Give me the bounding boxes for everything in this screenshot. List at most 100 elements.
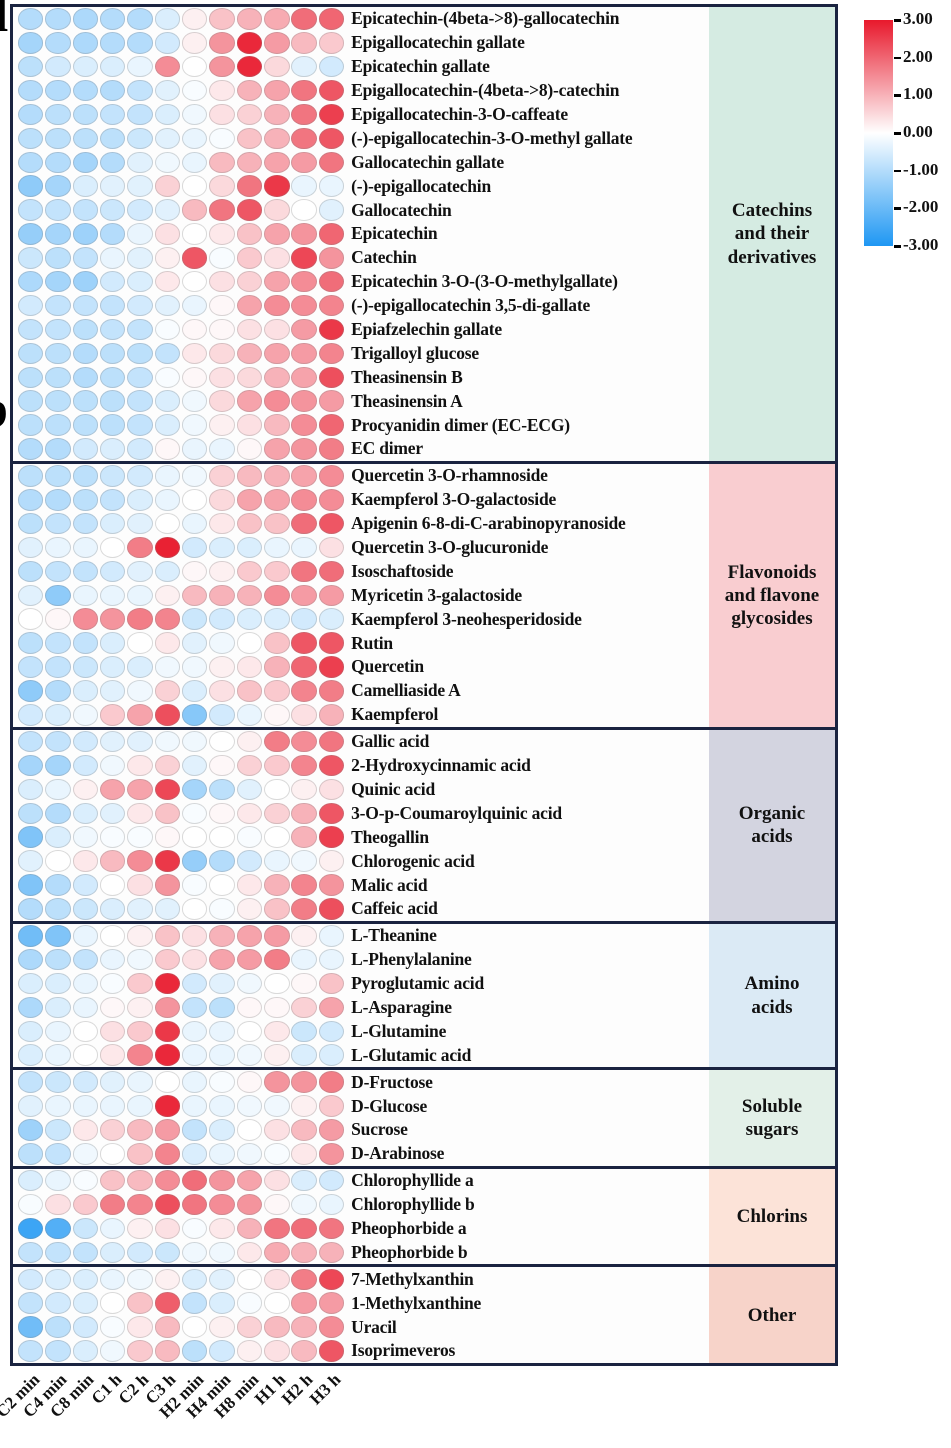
heatmap-cell: [208, 583, 235, 607]
metabolite-label: Chlorophyllide b: [351, 1194, 475, 1215]
heatmap-cell: [126, 607, 153, 631]
heatmap-dot: [17, 948, 44, 971]
heatmap-dot: [236, 925, 263, 947]
heatmap-cell: [44, 730, 71, 754]
heatmap-dot: [99, 55, 126, 78]
heatmap-dot: [291, 704, 317, 726]
heatmap-cell: [44, 1169, 71, 1193]
heatmap-cell: [290, 1339, 317, 1363]
dot-cells: [13, 873, 345, 897]
heatmap-cell: [72, 1019, 99, 1043]
metabolite-row: (-)-epigallocatechin: [13, 174, 835, 198]
heatmap-dot: [209, 1241, 235, 1264]
heatmap-dot: [72, 608, 99, 630]
heatmap-cell: [208, 318, 235, 342]
heatmap-cell: [318, 1267, 345, 1291]
heatmap-dot: [236, 1095, 263, 1117]
heatmap-dot: [181, 318, 208, 341]
heatmap-cell: [236, 1339, 263, 1363]
heatmap-cell: [154, 103, 181, 127]
heatmap-cell: [72, 778, 99, 802]
heatmap-cell: [126, 150, 153, 174]
heatmap-cell: [290, 897, 317, 921]
heatmap-cell: [181, 79, 208, 103]
heatmap-dot: [181, 247, 208, 269]
heatmap-dot: [99, 584, 126, 607]
category-label: Chlorins: [736, 1205, 808, 1227]
heatmap-cell: [236, 512, 263, 536]
heatmap-dot: [291, 1241, 317, 1264]
heatmap-cell: [72, 198, 99, 222]
heatmap-cell: [236, 413, 263, 437]
heatmap-dot: [236, 1143, 263, 1165]
heatmap-dot: [264, 390, 290, 412]
heatmap-cell: [44, 174, 71, 198]
heatmap-cell: [17, 464, 44, 488]
legend-tick-label: 1.00: [903, 84, 933, 104]
heatmap-dot: [17, 925, 44, 947]
heatmap-dot: [209, 632, 235, 654]
heatmap-dot: [127, 754, 153, 777]
heatmap-cell: [72, 31, 99, 55]
heatmap-cell: [72, 703, 99, 727]
heatmap-dot: [209, 1095, 235, 1117]
heatmap-cell: [126, 1291, 153, 1315]
heatmap-cell: [290, 512, 317, 536]
heatmap-cell: [154, 655, 181, 679]
heatmap-dot: [209, 1340, 235, 1362]
metabolite-row: Chlorophyllide a: [13, 1169, 835, 1193]
heatmap-dot: [181, 512, 208, 535]
heatmap-cell: [290, 948, 317, 972]
heatmap-dot: [291, 1044, 317, 1066]
heatmap-cell: [208, 126, 235, 150]
heatmap-cell: [181, 126, 208, 150]
heatmap-cell: [154, 464, 181, 488]
heatmap-cell: [181, 972, 208, 996]
heatmap-dot: [209, 802, 235, 825]
heatmap-dot: [99, 489, 126, 511]
heatmap-dot: [181, 704, 208, 726]
heatmap-dot: [181, 826, 208, 848]
heatmap-cell: [44, 126, 71, 150]
heatmap-dot: [72, 1169, 99, 1192]
heatmap-dot: [209, 318, 235, 341]
heatmap-dot: [45, 1316, 71, 1338]
heatmap-dot: [264, 536, 290, 559]
heatmap-cell: [17, 512, 44, 536]
heatmap-dot: [291, 632, 317, 654]
dot-cells: [13, 607, 345, 631]
heatmap-cell: [318, 631, 345, 655]
heatmap-dot: [209, 175, 235, 197]
heatmap-dot: [17, 1119, 44, 1141]
heatmap-cell: [181, 631, 208, 655]
heatmap-cell: [290, 655, 317, 679]
metabolite-label: Epicatechin-(4beta->8)-gallocatechin: [351, 8, 620, 29]
heatmap-dot: [127, 366, 153, 389]
heatmap-cell: [99, 103, 126, 127]
heatmap-dot: [318, 318, 345, 341]
heatmap-cell: [154, 730, 181, 754]
heatmap-dot: [264, 8, 290, 30]
heatmap-dot: [264, 802, 290, 825]
legend-tick-label: -1.00: [903, 159, 939, 179]
heatmap-cell: [126, 655, 153, 679]
heatmap-cell: [208, 972, 235, 996]
metabolite-row: Gallocatechin: [13, 198, 835, 222]
heatmap-dot: [318, 151, 345, 174]
metabolite-row: Camelliaside A: [13, 679, 835, 703]
dot-cells: [13, 1019, 345, 1043]
heatmap-cell: [318, 488, 345, 512]
heatmap-dot: [264, 1095, 290, 1117]
heatmap-dot: [236, 342, 263, 365]
heatmap-dot: [236, 536, 263, 559]
heatmap-cell: [154, 7, 181, 31]
heatmap-cell: [17, 294, 44, 318]
heatmap-cell: [208, 365, 235, 389]
heatmap-cell: [263, 1217, 290, 1241]
heatmap-dot: [291, 1268, 317, 1290]
legend-tick-mark: [894, 94, 901, 97]
heatmap-cell: [318, 924, 345, 948]
metabolite-label: D-Arabinose: [351, 1143, 445, 1164]
heatmap-cell: [154, 174, 181, 198]
heatmap-dot: [209, 1044, 235, 1066]
